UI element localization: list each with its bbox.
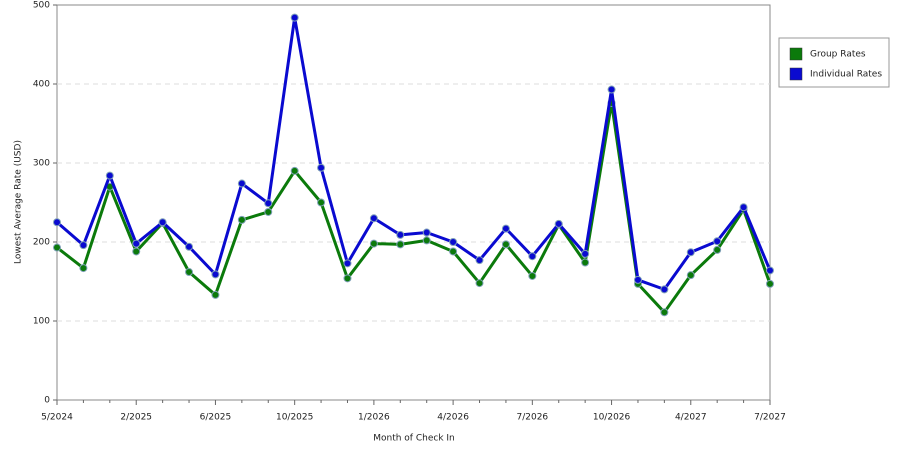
y-tick-label: 500 [33, 1, 50, 11]
data-point [607, 85, 616, 94]
data-point [185, 268, 194, 277]
data-point [660, 285, 669, 294]
legend-label: Group Rates [810, 50, 866, 60]
y-tick-label: 200 [33, 238, 50, 248]
data-point [343, 259, 352, 268]
data-point [766, 266, 774, 275]
data-point [422, 236, 431, 245]
data-point [501, 240, 510, 249]
y-axis-label: Lowest Average Rate (USD) [14, 140, 24, 264]
data-point [79, 241, 88, 250]
data-point [396, 240, 405, 249]
data-point [290, 13, 299, 22]
legend-swatch [789, 67, 803, 81]
data-point [686, 271, 695, 280]
series-line [56, 101, 772, 314]
data-point [185, 242, 194, 251]
data-point [237, 215, 246, 224]
data-point [713, 245, 722, 254]
data-point [475, 279, 484, 288]
data-point [528, 271, 537, 280]
data-point [317, 163, 326, 172]
data-point [422, 228, 431, 237]
x-tick-label: 7/2027 [754, 413, 786, 423]
data-point [739, 203, 748, 212]
data-point [369, 214, 378, 223]
x-tick-label: 2/2025 [120, 413, 152, 423]
data-point [132, 247, 141, 256]
data-point [581, 258, 590, 267]
data-point [713, 237, 722, 246]
data-point [211, 270, 220, 279]
data-point [264, 199, 273, 208]
x-axis-label: Month of Check In [373, 434, 455, 444]
data-point [317, 198, 326, 207]
y-tick-label: 100 [33, 317, 50, 327]
data-point [369, 239, 378, 248]
x-tick-label: 5/2024 [41, 413, 73, 423]
data-point [449, 238, 458, 246]
data-point [53, 218, 61, 227]
legend-label: Individual Rates [810, 70, 882, 80]
x-tick-label: 1/2026 [358, 413, 390, 423]
legend-swatch [789, 47, 803, 61]
data-point [237, 179, 246, 188]
data-point [660, 308, 669, 317]
data-point [132, 239, 141, 248]
y-tick-label: 400 [33, 80, 50, 90]
data-point [105, 171, 114, 180]
x-tick-label: 10/2025 [276, 413, 313, 423]
x-tick-label: 6/2025 [200, 413, 232, 423]
data-point [343, 274, 352, 283]
x-tick-label: 10/2026 [593, 413, 631, 423]
data-point [79, 264, 88, 273]
plot-area [56, 4, 771, 401]
x-tick-label: 4/2027 [675, 413, 707, 423]
y-tick-label: 0 [44, 396, 50, 406]
data-point [528, 252, 537, 261]
data-point [290, 166, 299, 175]
data-point [53, 243, 61, 252]
data-point [211, 290, 220, 299]
data-point [396, 230, 405, 239]
data-point [449, 247, 458, 256]
data-point [475, 256, 484, 265]
data-point [501, 224, 510, 233]
data-point [766, 279, 774, 288]
data-point [633, 275, 642, 284]
x-tick-label: 4/2026 [437, 413, 469, 423]
data-point [264, 207, 273, 216]
data-point [686, 248, 695, 257]
x-tick-label: 7/2026 [516, 413, 548, 423]
data-point [554, 219, 563, 228]
y-tick-label: 300 [33, 159, 50, 169]
series-line [56, 16, 772, 291]
data-point [581, 249, 590, 258]
data-point [158, 218, 167, 227]
